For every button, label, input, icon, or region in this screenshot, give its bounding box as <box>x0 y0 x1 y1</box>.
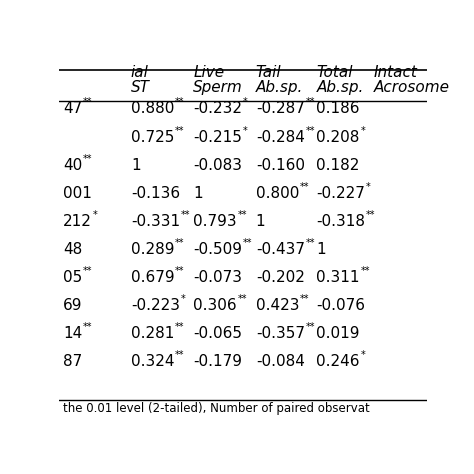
Text: **: ** <box>366 210 375 220</box>
Text: Tail: Tail <box>256 65 282 80</box>
Text: *: * <box>361 126 365 136</box>
Text: Intact: Intact <box>374 65 417 80</box>
Text: -0.318: -0.318 <box>316 214 365 229</box>
Text: 0.246: 0.246 <box>316 355 360 369</box>
Text: **: ** <box>175 98 184 108</box>
Text: Ab.sp.: Ab.sp. <box>316 80 364 94</box>
Text: 0.311: 0.311 <box>316 270 360 285</box>
Text: **: ** <box>300 182 310 191</box>
Text: **: ** <box>175 238 184 248</box>
Text: **: ** <box>237 294 247 304</box>
Text: -0.083: -0.083 <box>193 158 242 173</box>
Text: 1: 1 <box>131 158 140 173</box>
Text: 05: 05 <box>63 270 82 285</box>
Text: 0.793: 0.793 <box>193 214 237 229</box>
Text: -0.232: -0.232 <box>193 101 242 117</box>
Text: Total: Total <box>316 65 353 80</box>
Text: 48: 48 <box>63 242 82 257</box>
Text: *: * <box>243 126 248 136</box>
Text: **: ** <box>306 322 315 332</box>
Text: *: * <box>243 98 248 108</box>
Text: 69: 69 <box>63 298 82 313</box>
Text: Acrosome: Acrosome <box>374 80 449 94</box>
Text: -0.179: -0.179 <box>193 355 242 369</box>
Text: **: ** <box>300 294 310 304</box>
Text: **: ** <box>305 98 315 108</box>
Text: *: * <box>181 294 185 304</box>
Text: 0.182: 0.182 <box>316 158 360 173</box>
Text: ial: ial <box>131 65 149 80</box>
Text: -0.331: -0.331 <box>131 214 180 229</box>
Text: 0.281: 0.281 <box>131 326 174 341</box>
Text: 1: 1 <box>316 242 326 257</box>
Text: Ab.sp.: Ab.sp. <box>256 80 303 94</box>
Text: 1: 1 <box>256 214 265 229</box>
Text: Sperm: Sperm <box>193 80 243 94</box>
Text: **: ** <box>175 350 184 360</box>
Text: 0.324: 0.324 <box>131 355 174 369</box>
Text: 0.880: 0.880 <box>131 101 174 117</box>
Text: 001: 001 <box>63 186 92 201</box>
Text: -0.073: -0.073 <box>193 270 242 285</box>
Text: 1: 1 <box>193 186 203 201</box>
Text: -0.202: -0.202 <box>256 270 305 285</box>
Text: **: ** <box>243 238 253 248</box>
Text: 14: 14 <box>63 326 82 341</box>
Text: ST: ST <box>131 80 150 94</box>
Text: 0.679: 0.679 <box>131 270 174 285</box>
Text: -0.136: -0.136 <box>131 186 180 201</box>
Text: **: ** <box>83 322 92 332</box>
Text: 0.019: 0.019 <box>316 326 360 341</box>
Text: -0.509: -0.509 <box>193 242 242 257</box>
Text: 212: 212 <box>63 214 92 229</box>
Text: -0.215: -0.215 <box>193 129 242 145</box>
Text: **: ** <box>83 154 92 164</box>
Text: **: ** <box>175 266 185 276</box>
Text: -0.076: -0.076 <box>316 298 365 313</box>
Text: 0.289: 0.289 <box>131 242 174 257</box>
Text: **: ** <box>305 126 315 136</box>
Text: 87: 87 <box>63 355 82 369</box>
Text: -0.223: -0.223 <box>131 298 180 313</box>
Text: 0.423: 0.423 <box>256 298 299 313</box>
Text: 0.208: 0.208 <box>316 129 360 145</box>
Text: the 0.01 level (2-tailed), Number of paired observat: the 0.01 level (2-tailed), Number of pai… <box>63 401 370 415</box>
Text: 0.725: 0.725 <box>131 129 174 145</box>
Text: Live: Live <box>193 65 225 80</box>
Text: 0.186: 0.186 <box>316 101 360 117</box>
Text: -0.084: -0.084 <box>256 355 305 369</box>
Text: 0.306: 0.306 <box>193 298 237 313</box>
Text: **: ** <box>83 98 92 108</box>
Text: -0.287: -0.287 <box>256 101 305 117</box>
Text: -0.227: -0.227 <box>316 186 365 201</box>
Text: *: * <box>92 210 97 220</box>
Text: **: ** <box>83 266 92 276</box>
Text: 0.800: 0.800 <box>256 186 299 201</box>
Text: **: ** <box>181 210 190 220</box>
Text: **: ** <box>306 238 315 248</box>
Text: -0.284: -0.284 <box>256 129 305 145</box>
Text: -0.160: -0.160 <box>256 158 305 173</box>
Text: *: * <box>361 350 365 360</box>
Text: 47: 47 <box>63 101 82 117</box>
Text: -0.437: -0.437 <box>256 242 305 257</box>
Text: **: ** <box>361 266 370 276</box>
Text: *: * <box>366 182 371 191</box>
Text: 40: 40 <box>63 158 82 173</box>
Text: -0.357: -0.357 <box>256 326 305 341</box>
Text: **: ** <box>237 210 247 220</box>
Text: **: ** <box>175 126 184 136</box>
Text: **: ** <box>175 322 184 332</box>
Text: -0.065: -0.065 <box>193 326 242 341</box>
